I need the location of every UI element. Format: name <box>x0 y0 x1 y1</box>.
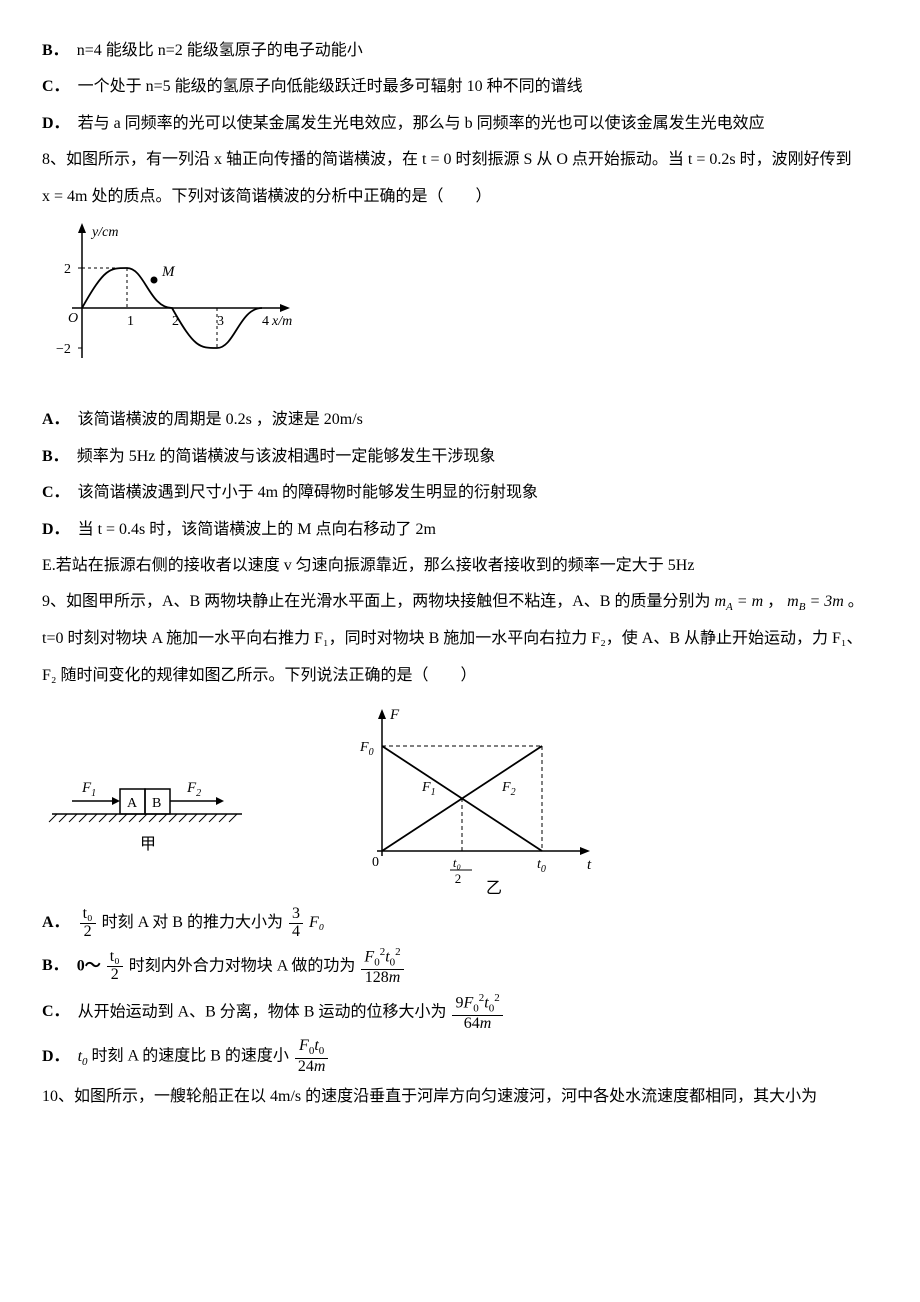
comma: ， <box>763 593 787 610</box>
point-m-label: M <box>161 264 176 280</box>
q8-figure: 2 −2 1 2 3 4 y/cm x/m O M <box>42 218 878 399</box>
q9-option-a: A． t₀ 2 时刻 A 对 B 的推力大小为 3 4 F₀ <box>42 906 878 941</box>
xtick-2: 2 <box>172 314 179 329</box>
t0half-num: t₀ <box>453 855 461 870</box>
q8-stem-line1: 8、如图所示，有一列沿 x 轴正向传播的简谐横波，在 t = 0 时刻振源 S … <box>42 145 878 175</box>
opt-label: B． <box>42 957 69 974</box>
opt-label: B． <box>42 448 69 465</box>
q10-stem: 10、如图所示，一艘轮船正在以 4m/s 的速度沿垂直于河岸方向匀速渡河，河中各… <box>42 1082 878 1112</box>
q9-option-b: B． 0～ t₀ 2 时刻内外合力对物块 A 做的功为 F02t02 128m <box>42 947 878 987</box>
ytick-neg2: −2 <box>56 342 71 357</box>
ytick-2: 2 <box>64 262 71 277</box>
q8-c-text: 该简谐横波遇到尺寸小于 4m 的障碍物时能够发生明显的衍射现象 <box>78 484 538 501</box>
q9-mass-b: mB = 3m <box>787 593 844 610</box>
opt-label: D． <box>42 521 70 538</box>
opt-label: B． <box>42 42 69 59</box>
opt-label: D． <box>42 115 70 132</box>
force-time-chart: F t 0 F0 F1 F2 t₀ 2 t0 乙 <box>332 701 612 896</box>
q9-option-d: D． t0 时刻 A 的速度比 B 的速度小 F0t0 24m <box>42 1038 878 1076</box>
xtick-3: 3 <box>217 314 224 329</box>
f1-label: F1 <box>81 780 96 799</box>
q9-b-mid: 时刻内外合力对物块 A 做的功为 <box>129 957 356 974</box>
origin-label: O <box>68 311 78 326</box>
t0-label: t0 <box>537 857 546 875</box>
f1-line-label: F1 <box>421 780 436 798</box>
q9-a-mid: 时刻 A 对 B 的推力大小为 <box>102 914 283 931</box>
xtick-4: 4 <box>262 314 269 329</box>
q8-option-e: E.若站在振源右侧的接收者以速度 v 匀速向振源靠近，那么接收者接收到的频率一定… <box>42 551 878 581</box>
x-axis-label: x/m <box>271 314 292 329</box>
opt-label: D． <box>42 1048 70 1065</box>
q9-option-c: C． 从开始运动到 A、B 分离，物体 B 运动的位移大小为 9F02t02 6… <box>42 993 878 1033</box>
opt-label: A． <box>42 914 70 931</box>
block-b: B <box>152 796 161 811</box>
q9-a-suffix: F₀ <box>309 914 324 931</box>
period: 。 <box>844 593 864 610</box>
frac-3-4: 3 4 <box>289 906 303 941</box>
wave-chart: 2 −2 1 2 3 4 y/cm x/m O M <box>42 218 302 388</box>
fig-left-caption: 甲 <box>140 836 156 853</box>
frac-d-val: F0t0 24m <box>295 1038 329 1076</box>
q8-a-text: 该简谐横波的周期是 0.2s ，波速是 20m/s <box>78 411 363 428</box>
origin-0: 0 <box>372 855 379 870</box>
q8-option-d: D． 当 t = 0.4s 时，该简谐横波上的 M 点向右移动了 2m <box>42 515 878 545</box>
frac-t0-2: t₀ 2 <box>80 906 96 941</box>
f-axis-label: F <box>389 707 400 723</box>
q9-stem-line1: 9、如图甲所示，A、B 两物块静止在光滑水平面上，两物块接触但不粘连，A、B 的… <box>42 587 878 618</box>
f2-line-label: F2 <box>501 780 516 798</box>
zero: 0～ <box>77 957 101 974</box>
q8-option-b: B． 频率为 5Hz 的简谐横波与该波相遇时一定能够发生干涉现象 <box>42 442 878 472</box>
f2-label: F2 <box>186 780 201 799</box>
f0-label: F0 <box>359 740 374 758</box>
q7-c-text: 一个处于 n=5 能级的氢原子向低能级跃迁时最多可辐射 10 种不同的谱线 <box>78 78 583 95</box>
q8-d-text: 当 t = 0.4s 时，该简谐横波上的 M 点向右移动了 2m <box>78 521 436 538</box>
opt-label: C． <box>42 1003 70 1020</box>
q8-b-text: 频率为 5Hz 的简谐横波与该波相遇时一定能够发生干涉现象 <box>77 448 496 465</box>
y-axis-label: y/cm <box>90 225 118 240</box>
frac-b-val: F02t02 128m <box>361 947 403 987</box>
q9-stem-line3: F₂ 随时间变化的规律如图乙所示。下列说法正确的是（ ） <box>42 661 878 691</box>
q7-option-b: B． n=4 能级比 n=2 能级氢原子的电子动能小 <box>42 36 878 66</box>
q9-c-pre: 从开始运动到 A、B 分离，物体 B 运动的位移大小为 <box>78 1003 447 1020</box>
block-diagram: A B F1 F2 甲 <box>42 734 252 864</box>
opt-label: C． <box>42 484 70 501</box>
xtick-1: 1 <box>127 314 134 329</box>
q8-option-c: C． 该简谐横波遇到尺寸小于 4m 的障碍物时能够发生明显的衍射现象 <box>42 478 878 508</box>
q9-d-pre: 时刻 A 的速度比 B 的速度小 <box>92 1048 289 1065</box>
q7-b-text: n=4 能级比 n=2 能级氢原子的电子动能小 <box>77 42 363 59</box>
opt-label: A． <box>42 411 70 428</box>
q9-stem-line2: t=0 时刻对物块 A 施加一水平向右推力 F₁，同时对物块 B 施加一水平向右… <box>42 624 878 654</box>
q7-d-text: 若与 a 同频率的光可以使某金属发生光电效应，那么与 b 同频率的光也可以使该金… <box>78 115 765 132</box>
frac-t0-2-b: t₀ 2 <box>107 949 123 984</box>
q9-stem-a: 9、如图甲所示，A、B 两物块静止在光滑水平面上，两物块接触但不粘连，A、B 的… <box>42 593 714 610</box>
point-m <box>151 276 158 283</box>
block-a: A <box>127 796 138 811</box>
q8-stem-line2: x = 4m 处的质点。下列对该简谐横波的分析中正确的是（ ） <box>42 182 878 212</box>
opt-label: C． <box>42 78 70 95</box>
frac-c-val: 9F02t02 64m <box>452 993 502 1033</box>
t-axis-label: t <box>587 857 592 873</box>
q9-mass-a: mA = m <box>714 593 763 610</box>
q9-d-t0: t0 <box>78 1048 88 1065</box>
q8-option-a: A． 该简谐横波的周期是 0.2s ，波速是 20m/s <box>42 405 878 435</box>
fig-right-caption: 乙 <box>486 880 502 896</box>
q7-option-d: D． 若与 a 同频率的光可以使某金属发生光电效应，那么与 b 同频率的光也可以… <box>42 109 878 139</box>
t0half-den: 2 <box>455 871 462 886</box>
q9-figures: A B F1 F2 甲 F t 0 F0 F1 <box>42 701 878 896</box>
q7-option-c: C． 一个处于 n=5 能级的氢原子向低能级跃迁时最多可辐射 10 种不同的谱线 <box>42 72 878 102</box>
